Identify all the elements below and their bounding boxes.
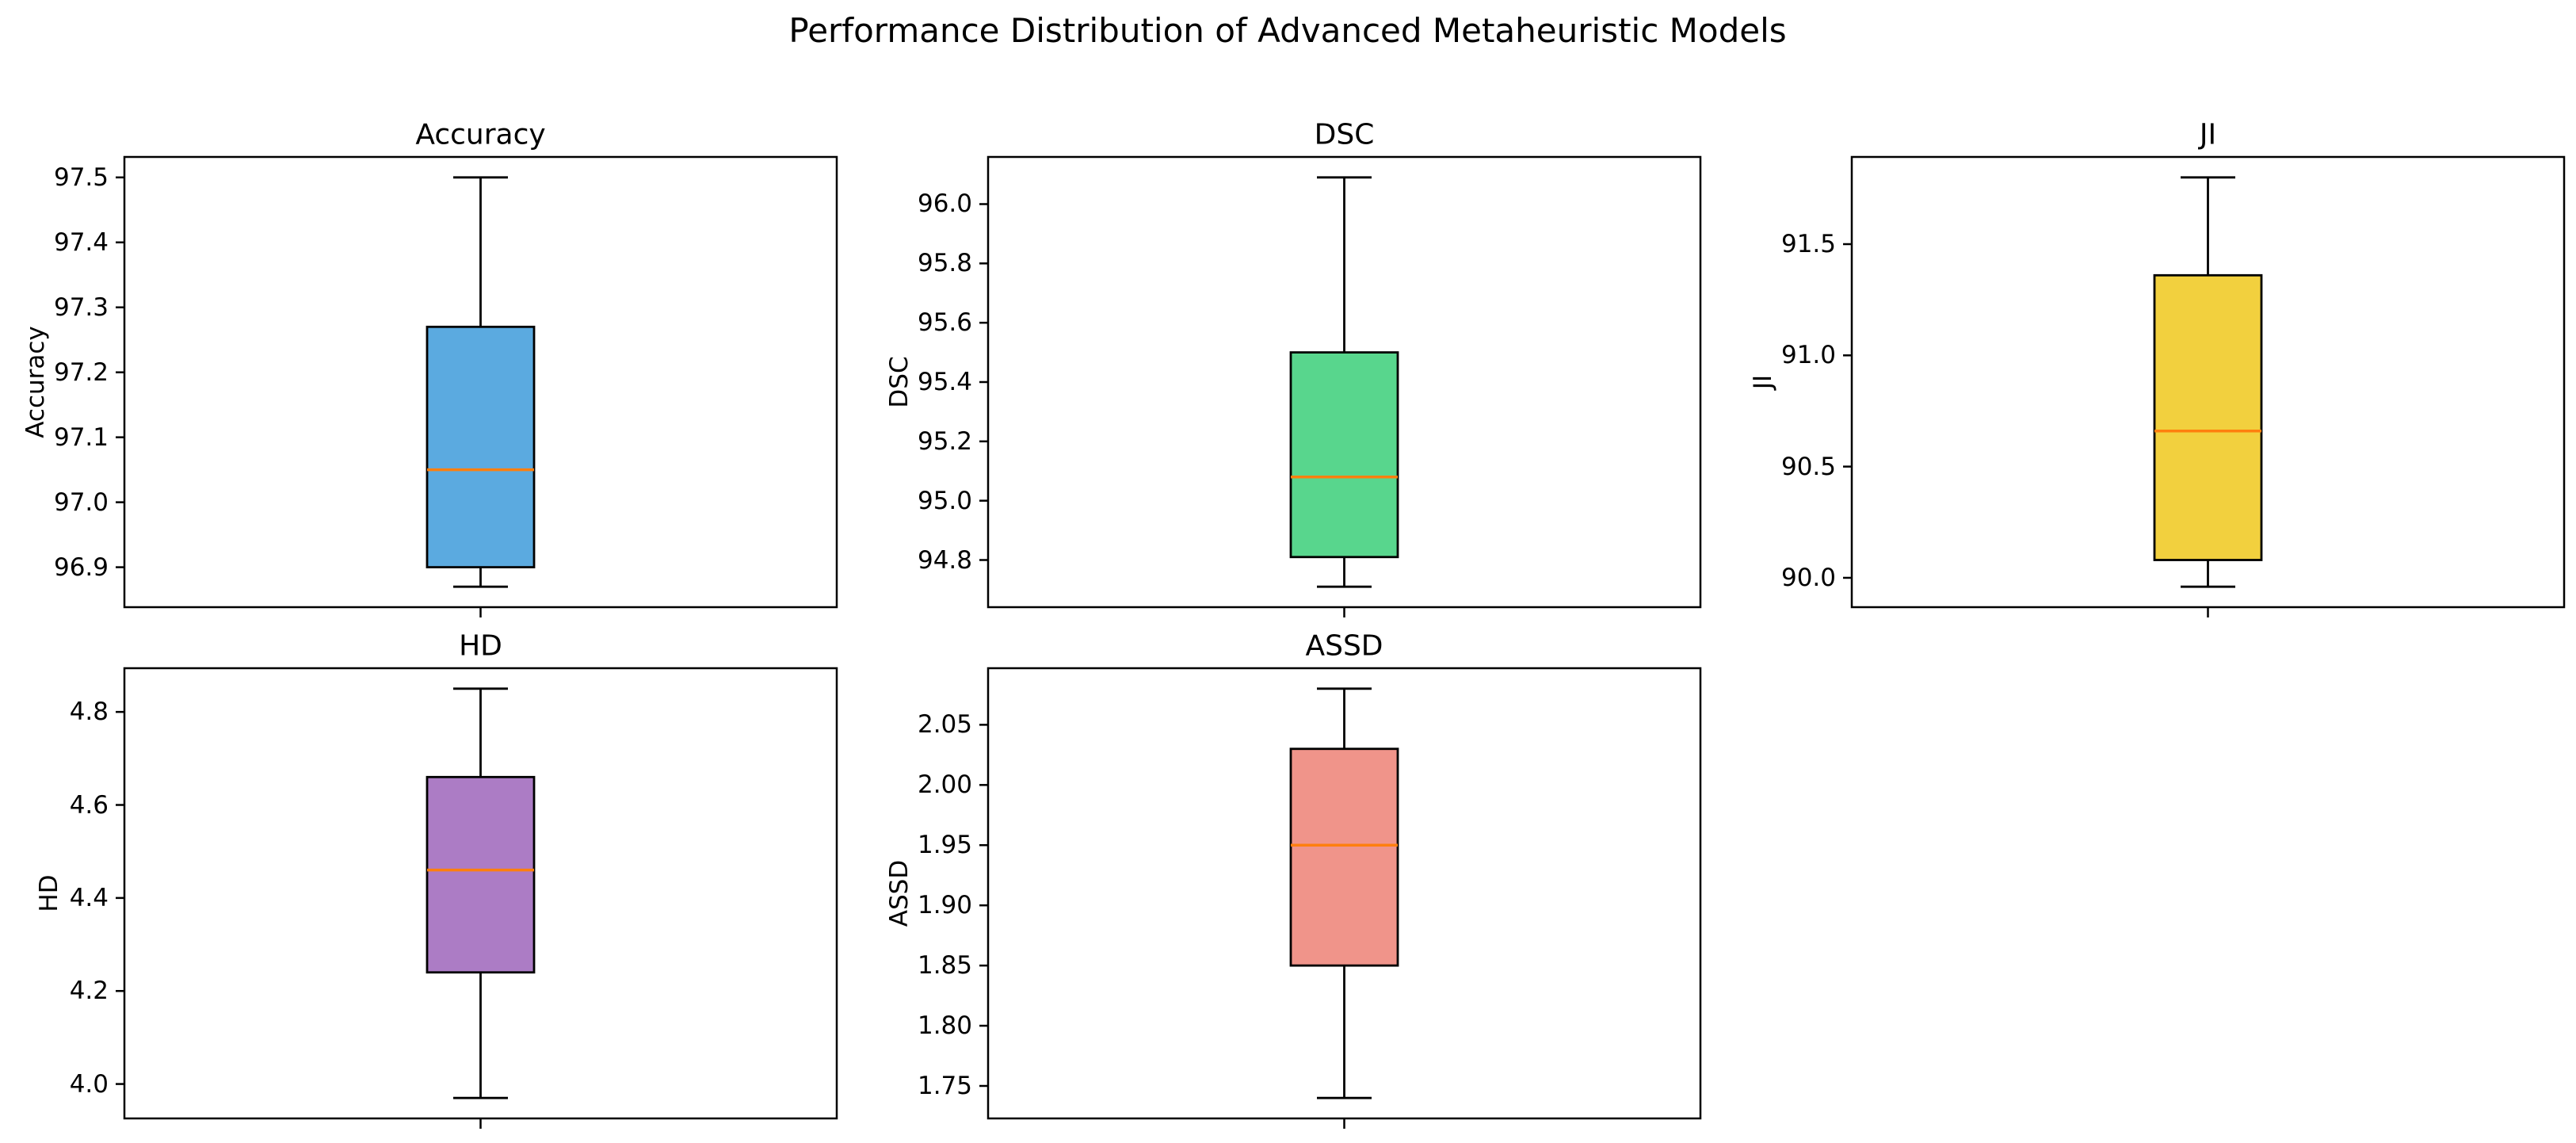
y-tick-label: 97.2 xyxy=(53,357,109,387)
subplot-title-dsc: DSC xyxy=(1314,118,1375,151)
subplot-title-accuracy: Accuracy xyxy=(415,118,546,151)
box-iqr xyxy=(426,775,536,974)
figure-title: Performance Distribution of Advanced Met… xyxy=(788,11,1787,50)
y-tick-label: 97.5 xyxy=(53,162,109,192)
y-tick-label: 90.5 xyxy=(1780,452,1836,481)
subplot-accuracy xyxy=(116,155,838,617)
subplot-assd xyxy=(979,667,1702,1129)
y-tick-label: 1.80 xyxy=(917,1011,972,1040)
y-tick-label: 2.05 xyxy=(917,710,972,740)
y-tick-label: 4.2 xyxy=(69,977,109,1006)
y-tick-label: 96.0 xyxy=(917,189,972,219)
y-axis-label-dsc: DSC xyxy=(884,356,914,408)
subplot-title-assd: ASSD xyxy=(1305,629,1383,663)
y-tick-label: 97.4 xyxy=(53,227,109,257)
box-iqr xyxy=(426,325,536,568)
y-axis-label-assd: ASSD xyxy=(884,859,914,927)
y-tick-label: 4.6 xyxy=(69,790,109,820)
y-tick-label: 96.9 xyxy=(53,552,109,582)
subplot-title-hd: HD xyxy=(459,629,502,663)
y-axis-label-accuracy: Accuracy xyxy=(21,326,50,438)
subplot-dsc xyxy=(979,155,1702,617)
subplot-title-ji: JI xyxy=(2199,118,2217,151)
y-tick-label: 1.75 xyxy=(917,1071,972,1100)
y-tick-label: 97.1 xyxy=(53,422,109,452)
y-tick-label: 90.0 xyxy=(1780,563,1836,592)
y-tick-label: 2.00 xyxy=(917,770,972,800)
y-tick-label: 4.4 xyxy=(69,883,109,912)
box-iqr xyxy=(1289,351,1399,559)
y-tick-label: 1.85 xyxy=(917,951,972,981)
y-tick-label: 95.6 xyxy=(917,308,972,338)
y-tick-label: 95.8 xyxy=(917,249,972,278)
y-tick-label: 91.0 xyxy=(1780,341,1836,370)
box-iqr xyxy=(1289,747,1399,967)
y-tick-label: 4.8 xyxy=(69,698,109,727)
y-axis-label-ji: JI xyxy=(1748,374,1777,390)
y-axis-label-hd: HD xyxy=(34,874,63,912)
y-tick-label: 4.0 xyxy=(69,1069,109,1099)
y-tick-label: 94.8 xyxy=(917,545,972,575)
y-tick-label: 95.4 xyxy=(917,367,972,396)
y-tick-label: 1.95 xyxy=(917,831,972,860)
y-tick-label: 95.2 xyxy=(917,426,972,456)
y-tick-label: 97.3 xyxy=(53,292,109,322)
y-tick-label: 95.0 xyxy=(917,486,972,515)
y-tick-label: 1.90 xyxy=(917,891,972,920)
box-iqr xyxy=(2153,273,2263,561)
subplot-ji xyxy=(1843,155,2566,617)
subplot-hd xyxy=(116,667,838,1129)
y-tick-label: 97.0 xyxy=(53,487,109,517)
y-tick-label: 91.5 xyxy=(1780,229,1836,258)
